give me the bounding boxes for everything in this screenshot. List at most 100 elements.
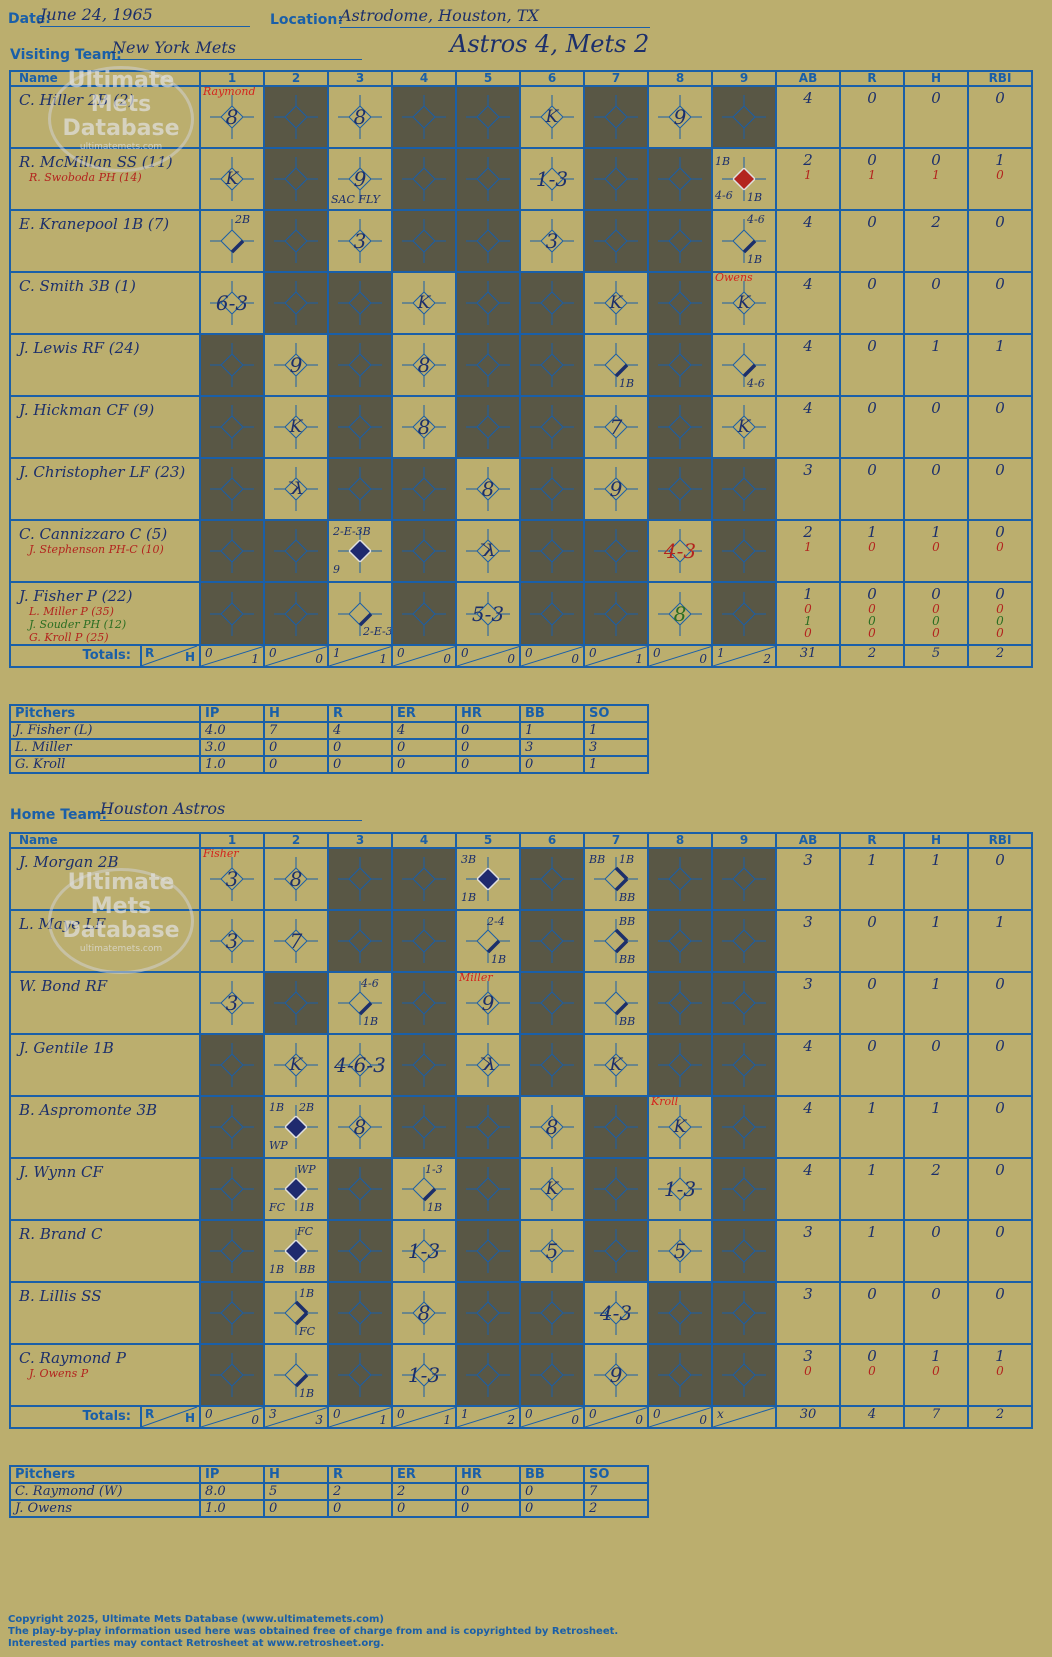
play-result: 3 xyxy=(225,929,239,953)
play-annotation: FC xyxy=(297,1225,314,1238)
totals-label: Totals: xyxy=(82,1409,131,1424)
pitcher-column-header: SO xyxy=(583,704,649,723)
stat-rbi-cell: 0 xyxy=(967,1095,1033,1159)
play-annotation: 4-6 xyxy=(747,213,765,226)
play-result: 1-3 xyxy=(407,1363,441,1387)
play-result: K xyxy=(289,479,303,499)
inning-6-cell xyxy=(519,1343,585,1407)
stat-r-cell: 0 xyxy=(839,85,905,149)
inning-4-cell xyxy=(391,581,457,646)
pitcher-change-label: Fisher xyxy=(203,848,239,860)
batter-name-cell: B. Lillis SS xyxy=(9,1281,201,1345)
inning-1-cell xyxy=(199,581,265,646)
play-annotation: SAC FLY xyxy=(331,193,380,206)
inning-4-cell xyxy=(391,209,457,273)
inning-7-cell: 7 xyxy=(583,395,649,459)
totals-runs-label: R xyxy=(145,1407,155,1421)
inning-3-cell xyxy=(327,395,393,459)
play-annotation: 2B xyxy=(299,1101,315,1114)
inning-6-cell: 8 xyxy=(519,1095,585,1159)
inning-1-cell: 3 Fisher xyxy=(199,847,265,911)
inning-3-cell: 9 SAC FLY xyxy=(327,147,393,211)
stat-value: 3 xyxy=(803,975,813,993)
pitcher-stat: 5 xyxy=(263,1482,329,1501)
inning-1-cell: 8 Raymond xyxy=(199,85,265,149)
pitcher-stat: 7 xyxy=(263,721,329,740)
batter-name-cell: E. Kranepool 1B (7) xyxy=(9,209,201,273)
batter-name: C. Raymond P xyxy=(19,1349,126,1367)
visiting-team-value: New York Mets xyxy=(112,39,362,60)
stat-h-cell: 0 xyxy=(903,1281,969,1345)
stat-value: 1 xyxy=(931,1099,941,1117)
pitcher-stat: 4 xyxy=(327,721,393,740)
logo-line2: Mets xyxy=(90,894,152,919)
inning-9-cell: 4-6 1B xyxy=(711,209,777,273)
stat-sub-value: 1 xyxy=(868,168,876,182)
inning-9-cell xyxy=(711,1343,777,1407)
inning-7-cell: BB BB xyxy=(583,909,649,973)
stat-ab-cell: 4 xyxy=(775,395,841,459)
play-annotation: WP xyxy=(269,1139,288,1152)
column-header-6: 6 xyxy=(519,70,585,87)
stat-value: 1 xyxy=(867,1161,877,1179)
play-result: K xyxy=(545,107,559,127)
pitcher-stat: 8.0 xyxy=(199,1482,265,1501)
stat-value: 0 xyxy=(931,151,941,169)
pitcher-column-header: R xyxy=(327,1465,393,1484)
inning-7-cell xyxy=(583,1095,649,1159)
inning-runs: 0 xyxy=(653,1407,661,1421)
stat-sub-value: 0 xyxy=(804,626,812,640)
stat-value: 4 xyxy=(803,399,813,417)
total-stat: 4 xyxy=(839,1405,905,1429)
inning-3-total: 1 1 xyxy=(327,644,393,668)
stat-value: 0 xyxy=(931,399,941,417)
inning-3-cell xyxy=(327,333,393,397)
stat-sub-value: 0 xyxy=(804,1364,812,1378)
inning-runs: 0 xyxy=(397,1407,405,1421)
inning-9-cell xyxy=(711,971,777,1035)
play-result: 8 xyxy=(673,601,687,626)
inning-1-cell: 6-3 xyxy=(199,271,265,335)
stat-value: 1 xyxy=(867,523,877,541)
column-header-9: 9 xyxy=(711,832,777,849)
column-header-name: Name xyxy=(9,832,201,849)
total-stat: 2 xyxy=(967,1405,1033,1429)
inning-4-cell: 8 xyxy=(391,395,457,459)
stat-value: 4 xyxy=(803,1037,813,1055)
inning-hits: 1 xyxy=(251,652,259,666)
inning-1-cell xyxy=(199,1095,265,1159)
pitcher-column-header: IP xyxy=(199,704,265,723)
play-annotation: 1B xyxy=(747,191,763,204)
play-result: 8 xyxy=(353,1115,367,1139)
pitcher-stat: 0 xyxy=(327,738,393,757)
inning-7-cell: BB xyxy=(583,971,649,1035)
inning-1-cell: K xyxy=(199,147,265,211)
inning-runs: 1 xyxy=(717,646,725,660)
play-result: K xyxy=(289,1055,303,1075)
inning-runs: 0 xyxy=(397,646,405,660)
play-annotation: 1B xyxy=(619,377,635,390)
inning-3-cell: 8 xyxy=(327,1095,393,1159)
stat-value: 0 xyxy=(931,1285,941,1303)
inning-9-cell: K Owens xyxy=(711,271,777,335)
stat-value: 0 xyxy=(995,1037,1005,1055)
inning-8-cell xyxy=(647,847,713,911)
inning-5-cell xyxy=(455,209,521,273)
inning-7-cell: K xyxy=(583,271,649,335)
pitcher-stat: 1.0 xyxy=(199,1499,265,1518)
batter-row: C. Hiller 2B (2) 8 Raymond 8 xyxy=(9,85,1033,149)
play-result: 9 xyxy=(609,477,623,501)
play-result: 8 xyxy=(417,353,431,377)
stat-ab-cell: 4 xyxy=(775,209,841,273)
inning-4-cell: 1-3 1B xyxy=(391,1157,457,1221)
pitcher-stat: 4.0 xyxy=(199,721,265,740)
stat-rbi-cell: 0 xyxy=(967,1281,1033,1345)
stat-r-cell: 0 xyxy=(839,457,905,521)
play-annotation: 1B xyxy=(715,155,731,168)
total-stat: 2 xyxy=(839,644,905,668)
pitcher-column-header: BB xyxy=(519,1465,585,1484)
stat-value: 0 xyxy=(867,89,877,107)
inning-9-cell xyxy=(711,581,777,646)
